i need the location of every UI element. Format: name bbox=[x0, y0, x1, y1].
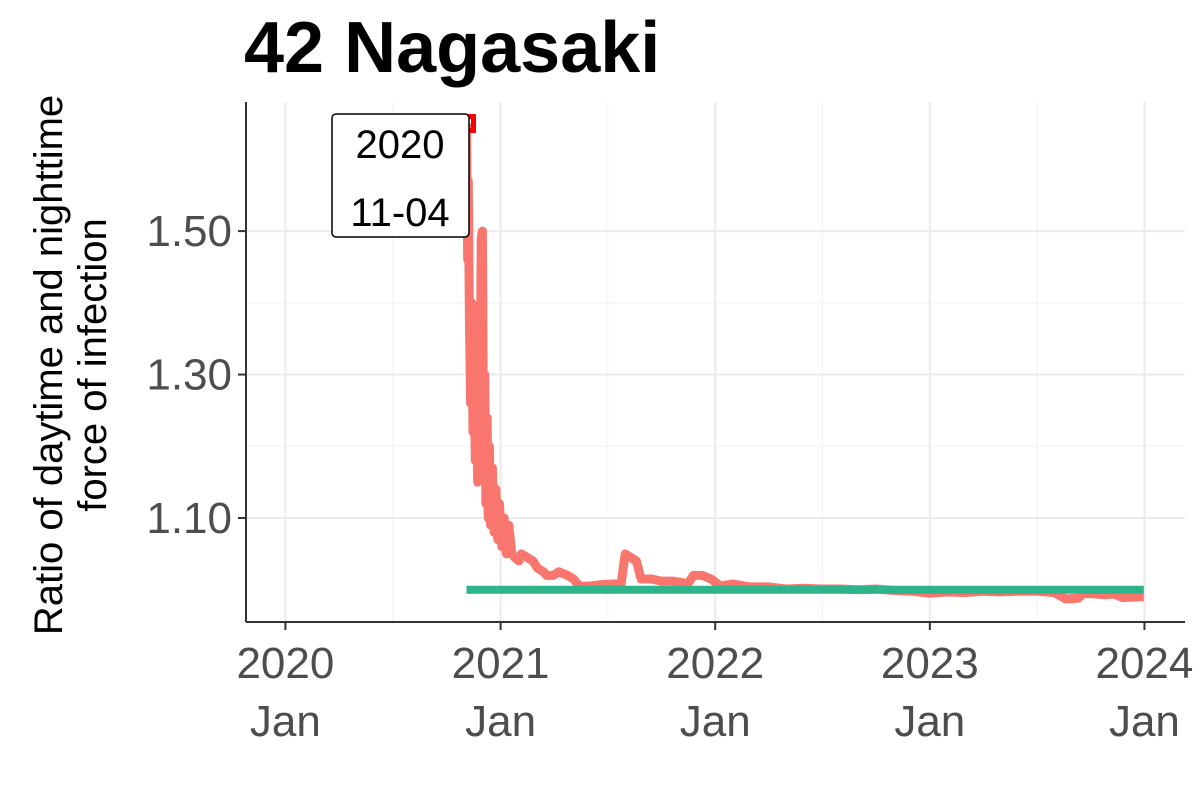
annotation-text: 2020 bbox=[356, 123, 445, 167]
x-tick-label-year: 2023 bbox=[881, 639, 979, 688]
x-tick-label-month: Jan bbox=[680, 697, 751, 746]
x-tick-label-year: 2024 bbox=[1095, 639, 1193, 688]
plot-area: 2020 11-04 1.10 1.30 1.50 2020 Jan 2021 Jan 2022 J… bbox=[146, 102, 1193, 746]
x-tick-label-month: Jan bbox=[894, 697, 965, 746]
y-tick-label: 1.50 bbox=[146, 207, 232, 256]
x-tick-label-year: 2021 bbox=[452, 639, 550, 688]
chart-title: 42 Nagasaki bbox=[244, 8, 660, 88]
y-tick-label: 1.30 bbox=[146, 351, 232, 400]
annotation-box bbox=[331, 113, 470, 238]
annotation-text: 11-04 bbox=[350, 191, 449, 235]
y-axis-label: Ratio of daytime and nighttime force of … bbox=[27, 95, 115, 635]
x-tick-label-month: Jan bbox=[465, 697, 536, 746]
y-axis-label-line-2: force of infection bbox=[71, 218, 115, 512]
x-tick-label-month: Jan bbox=[250, 697, 321, 746]
x-tick-label-year: 2022 bbox=[666, 639, 764, 688]
y-axis-label-line-1: Ratio of daytime and nighttime bbox=[27, 95, 71, 635]
y-tick-label: 1.10 bbox=[146, 494, 232, 543]
x-tick-label-year: 2020 bbox=[236, 639, 334, 688]
date-annotation: 2020 11-04 bbox=[331, 113, 470, 238]
x-tick-label-month: Jan bbox=[1109, 697, 1180, 746]
